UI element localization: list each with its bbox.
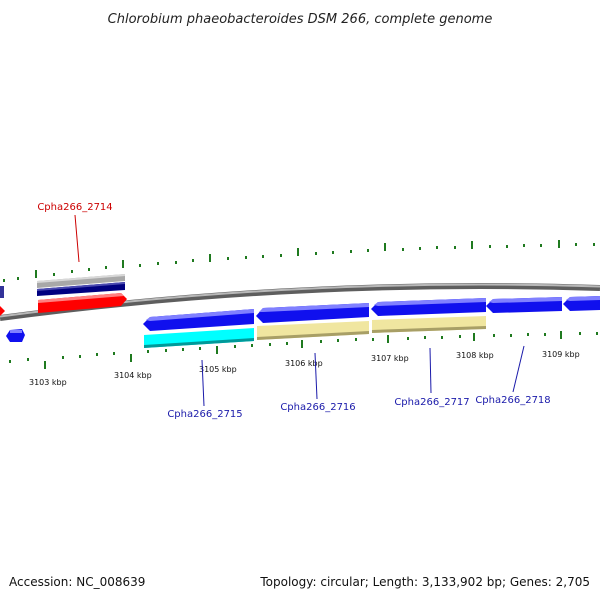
gene-feature-navy[interactable] <box>37 282 125 296</box>
gene-feature-cpha266-2715-cyan[interactable] <box>144 328 254 348</box>
genome-summary-text: Topology: circular; Length: 3,133,902 bp… <box>259 575 590 589</box>
leader-line-cpha266-2718 <box>512 345 525 393</box>
gene-label-cpha266-2714[interactable]: Cpha266_2714 <box>37 202 112 213</box>
gene-feature-left-edge[interactable] <box>0 286 25 342</box>
lower-tick-track <box>9 331 598 369</box>
gene-label-cpha266-2717[interactable]: Cpha266_2717 <box>394 397 469 408</box>
kbp-label: 3108 kbp <box>456 351 494 360</box>
gene-feature-cpha266-2717-khaki[interactable] <box>372 316 486 333</box>
leader-line-cpha266-2714 <box>74 214 80 263</box>
kbp-label: 3104 kbp <box>114 371 152 380</box>
accession-text: Accession: NC_008639 <box>9 575 145 589</box>
kbp-label: 3103 kbp <box>29 378 67 387</box>
upper-tick-track <box>3 240 595 282</box>
kbp-label: 3105 kbp <box>199 365 237 374</box>
gene-feature-right-edge-blue[interactable] <box>563 296 600 311</box>
gene-feature-cpha266-2715-blue[interactable] <box>143 309 254 331</box>
gene-label-cpha266-2716[interactable]: Cpha266_2716 <box>280 402 355 413</box>
kbp-label: 3107 kbp <box>371 354 409 363</box>
gene-feature-cpha266-2716-blue[interactable] <box>256 303 369 323</box>
leader-line-cpha266-2716 <box>314 352 318 400</box>
gene-feature-cpha266-2714[interactable] <box>38 293 127 313</box>
kbp-label: 3109 kbp <box>542 350 580 359</box>
leader-line-cpha266-2717 <box>429 347 432 394</box>
leader-line-cpha266-2715 <box>201 359 205 407</box>
gene-label-cpha266-2718[interactable]: Cpha266_2718 <box>475 395 550 406</box>
gene-feature-cpha266-2717-blue[interactable] <box>371 298 486 316</box>
gene-label-cpha266-2715[interactable]: Cpha266_2715 <box>167 409 242 420</box>
gene-feature-cpha266-2718-blue[interactable] <box>486 297 562 313</box>
map-title: Chlorobium phaeobacteroides DSM 266, com… <box>108 12 493 27</box>
gene-feature-grey[interactable] <box>37 274 125 288</box>
gene-feature-cpha266-2716-khaki[interactable] <box>257 321 369 340</box>
kbp-label: 3106 kbp <box>285 359 323 368</box>
